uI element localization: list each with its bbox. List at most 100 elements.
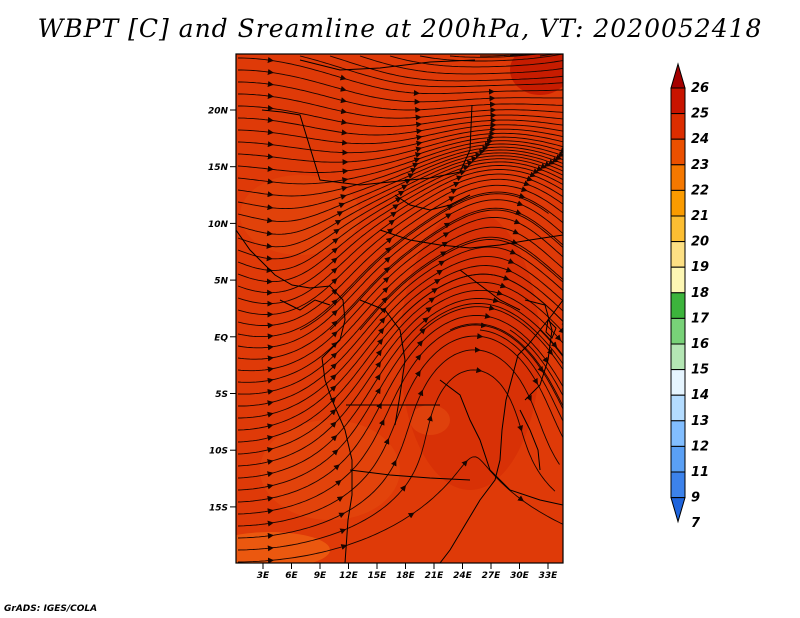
streamline-arrow xyxy=(339,528,347,535)
lat-tick-label: 15N xyxy=(208,163,229,173)
streamline xyxy=(237,155,563,248)
colorbar-level-label: 11 xyxy=(691,465,709,480)
streamline-arrow xyxy=(334,479,342,487)
streamline-arrow xyxy=(330,352,338,359)
streamline-arrow xyxy=(340,108,348,115)
streamline-arrow xyxy=(329,409,337,416)
streamline-arrow xyxy=(410,167,417,174)
streamline-arrow xyxy=(381,296,388,304)
colorbar-segment xyxy=(670,138,686,166)
streamline-arrow xyxy=(512,228,520,235)
streamline-arrow xyxy=(341,177,349,184)
streamline-arrow xyxy=(422,317,429,324)
colorbar-segment xyxy=(670,266,686,294)
lon-tick-label: 30E xyxy=(510,571,530,581)
streamline-arrow xyxy=(331,341,338,349)
streamline xyxy=(237,128,563,154)
streamline-arrow xyxy=(554,334,562,342)
colorbar-level-label: 20 xyxy=(691,235,709,250)
colorbar-segment xyxy=(670,394,686,422)
streamline xyxy=(237,297,563,479)
streamline-arrow xyxy=(488,304,496,311)
streamline-arrow xyxy=(267,483,274,490)
colorbar-segment xyxy=(670,189,686,217)
colorbar-level-label: 14 xyxy=(691,388,709,403)
streamline-arrow xyxy=(267,520,274,527)
streamline-arrow xyxy=(412,162,419,169)
streamline-arrow xyxy=(475,367,483,374)
streamline-arrow xyxy=(517,425,523,432)
streamline-arrow xyxy=(330,434,338,442)
lon-tick-label: 15E xyxy=(368,571,388,581)
lat-tick-label: 5S xyxy=(215,390,228,400)
colorbar-level-label: 19 xyxy=(691,260,709,275)
lat-tick-label: 10N xyxy=(208,220,229,230)
streamline-arrow xyxy=(415,354,422,361)
streamline-arrow xyxy=(515,209,522,215)
streamline-arrow xyxy=(459,169,466,176)
colorbar-segment xyxy=(670,445,686,473)
streamline-arrow xyxy=(384,256,391,263)
streamline-arrow xyxy=(505,266,513,273)
lon-tick-label: 18E xyxy=(396,571,416,581)
streamline-arrow xyxy=(453,181,460,188)
streamline-arrow xyxy=(376,402,382,410)
streamline xyxy=(237,199,563,349)
latitude-axis: 20N 15N 10N 5N EQ 5S 10S 15S xyxy=(208,107,236,513)
streamline-arrow xyxy=(520,186,528,192)
streamline-arrow xyxy=(267,377,274,384)
streamline xyxy=(238,93,563,119)
streamline-arrow xyxy=(330,374,337,381)
streamline xyxy=(509,54,538,57)
colorbar-level-label: 22 xyxy=(691,183,709,198)
streamline-arrow xyxy=(561,320,563,327)
streamline-arrow xyxy=(446,204,454,211)
streamline xyxy=(479,329,563,423)
streamline xyxy=(237,140,563,185)
streamline-arrow xyxy=(267,400,274,407)
streamline xyxy=(509,329,563,397)
colorbar-level-label: 7 xyxy=(691,516,701,531)
streamline-arrow xyxy=(513,218,521,225)
streamline xyxy=(237,281,563,455)
colorbar-segment xyxy=(670,369,686,396)
streamline-arrow xyxy=(334,219,342,226)
streamline-arrow xyxy=(565,131,568,132)
streamline-arrow xyxy=(375,387,381,395)
streamline xyxy=(238,256,563,419)
lon-tick-label: 9E xyxy=(314,571,327,581)
streamline-arrow xyxy=(339,74,347,81)
streamline xyxy=(419,303,563,365)
lat-tick-label: 15S xyxy=(209,503,228,513)
streamline xyxy=(237,184,563,326)
colorbar-segment xyxy=(670,471,686,499)
streamline-arrow xyxy=(415,140,423,147)
colorbar-level-label: 16 xyxy=(691,337,709,352)
streamline xyxy=(237,136,563,173)
grads-credit: GrADS: IGES/COLA xyxy=(4,604,98,614)
streamline xyxy=(449,54,541,58)
streamline-arrow xyxy=(566,314,568,316)
streamline-arrow xyxy=(331,247,338,254)
streamline xyxy=(237,178,563,315)
colorbar-segment xyxy=(670,292,686,319)
streamline-arrow xyxy=(336,496,344,503)
streamline-arrow xyxy=(382,276,390,284)
streamline xyxy=(237,146,563,210)
streamline-arrow xyxy=(551,341,558,348)
streamline-arrow xyxy=(330,421,337,428)
lon-tick-label: 27E xyxy=(482,571,502,581)
streamline-arrow xyxy=(496,289,504,296)
streamline xyxy=(237,314,563,503)
streamline xyxy=(238,105,563,127)
streamline xyxy=(419,54,563,62)
streamline xyxy=(237,335,563,527)
streamline-arrow xyxy=(478,148,486,155)
streamline-arrow xyxy=(537,366,544,373)
streamline-arrow xyxy=(376,338,384,346)
streamline-arrow xyxy=(267,508,274,515)
streamline xyxy=(359,55,563,75)
streamline-arrow xyxy=(390,459,397,467)
colorbar-segment xyxy=(670,420,686,447)
